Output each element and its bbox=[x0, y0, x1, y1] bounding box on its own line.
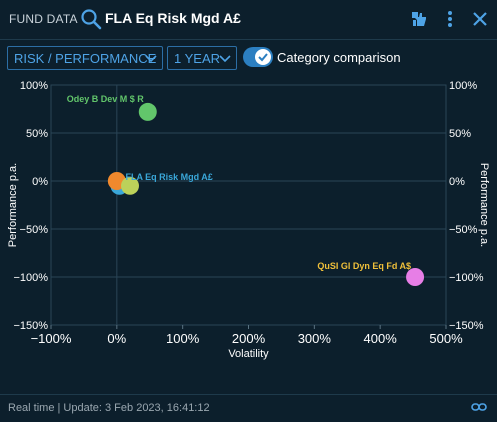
update-status: Real time | Update: 3 Feb 2023, 16:41:12 bbox=[8, 402, 210, 414]
y-tick-label-left: 0% bbox=[32, 176, 48, 188]
data-point-label: Odey B Dev M $ R bbox=[67, 94, 145, 104]
category-comparison-toggle[interactable] bbox=[243, 47, 273, 67]
link-icon[interactable] bbox=[471, 401, 487, 413]
y-tick-label-right: 0% bbox=[449, 176, 465, 188]
x-tick-label: 100% bbox=[166, 331, 200, 346]
footer: Real time | Update: 3 Feb 2023, 16:41:12 bbox=[0, 394, 497, 422]
x-tick-label: 500% bbox=[429, 331, 463, 346]
y-tick-label-right: −100% bbox=[449, 272, 484, 284]
x-tick-label: 400% bbox=[364, 331, 398, 346]
x-tick-label: 300% bbox=[298, 331, 332, 346]
data-point-label: FLA Eq Risk Mgd A£ bbox=[125, 172, 212, 182]
y-tick-label-right: 50% bbox=[449, 128, 471, 140]
check-icon bbox=[258, 53, 268, 62]
y-tick-label-right: 100% bbox=[449, 80, 477, 92]
y-axis-label-right: Performance p.a. bbox=[478, 163, 490, 247]
period-select-value: 1 YEAR bbox=[174, 50, 221, 66]
x-tick-label: 0% bbox=[107, 331, 126, 346]
data-point bbox=[121, 176, 139, 195]
fund-name[interactable]: FLA Eq Risk Mgd A£ bbox=[105, 10, 241, 26]
close-icon[interactable] bbox=[471, 9, 489, 29]
y-axis-label-left: Performance p.a. bbox=[7, 163, 19, 247]
plot-frame bbox=[50, 84, 447, 326]
header: FUND DATA FLA Eq Risk Mgd A£ bbox=[0, 0, 497, 40]
y-tick-label-right: −50% bbox=[449, 224, 478, 236]
search-icon[interactable] bbox=[80, 8, 102, 30]
period-select[interactable]: 1 YEAR bbox=[167, 46, 237, 70]
y-tick-label-left: −100% bbox=[13, 272, 48, 284]
data-point-label: QuSI Gl Dyn Eq Fd A$ bbox=[317, 261, 411, 271]
x-tick-label: −100% bbox=[31, 331, 72, 346]
chevron-down-icon bbox=[145, 55, 157, 63]
data-point bbox=[406, 268, 425, 286]
category-comparison-label: Category comparison bbox=[277, 50, 401, 65]
thumbs-icon[interactable] bbox=[411, 9, 429, 29]
y-tick-label-left: 50% bbox=[26, 128, 48, 140]
chevron-down-icon bbox=[219, 55, 231, 63]
y-tick-label-left: 100% bbox=[20, 80, 48, 92]
more-vertical-icon[interactable] bbox=[441, 9, 459, 29]
section-label: FUND DATA bbox=[9, 12, 78, 26]
x-tick-label: 200% bbox=[232, 331, 266, 346]
risk-performance-chart: 100% 100%50% 50%0% 0%−50% −50%−100% −100%−150… bbox=[7, 80, 490, 360]
view-select-value: RISK / PERFORMANCE bbox=[14, 50, 157, 66]
y-tick-label-right: −150% bbox=[449, 320, 484, 332]
view-select[interactable]: RISK / PERFORMANCE bbox=[7, 46, 163, 70]
y-tick-label-left: −50% bbox=[20, 224, 49, 236]
x-axis-label: Volatility bbox=[228, 348, 269, 360]
toggle-knob bbox=[255, 49, 271, 65]
data-point bbox=[138, 102, 157, 121]
y-tick-label-left: −150% bbox=[13, 320, 48, 332]
